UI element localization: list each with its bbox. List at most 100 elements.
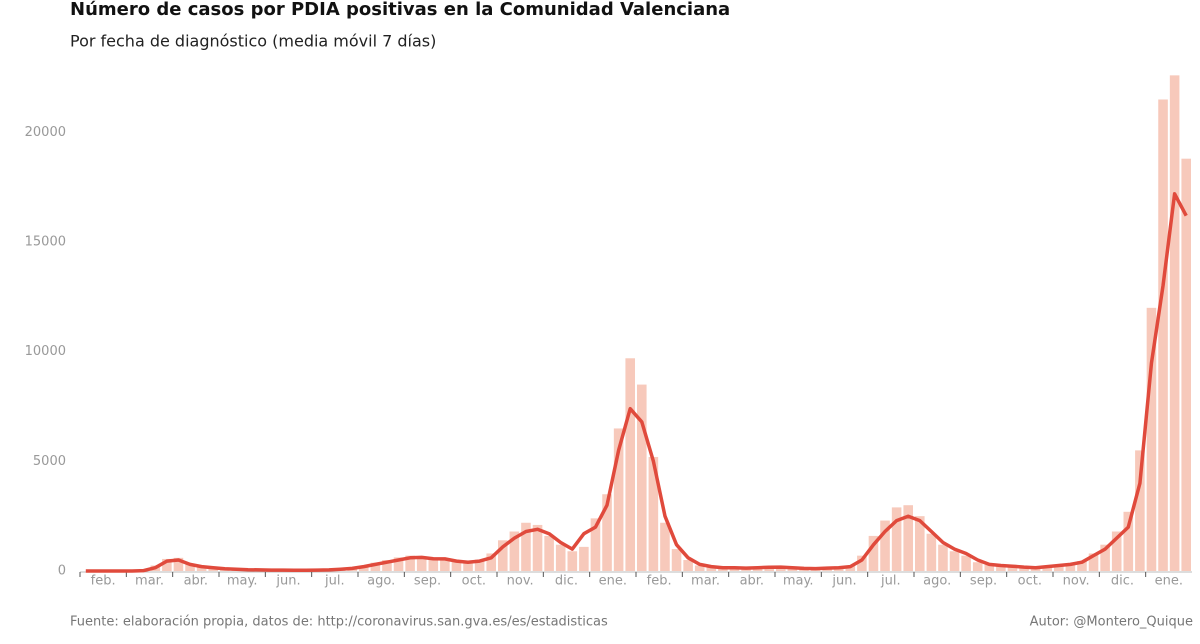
bar bbox=[660, 522, 670, 571]
bar bbox=[1181, 158, 1191, 572]
bar bbox=[509, 531, 520, 571]
bar bbox=[880, 520, 890, 571]
chart-title: Número de casos por PDIA positivas en la… bbox=[70, 0, 730, 20]
x-tick-label: jun. bbox=[275, 574, 300, 589]
y-tick-label: 20000 bbox=[25, 125, 66, 140]
bar bbox=[915, 516, 925, 571]
x-tick-label: oct. bbox=[1018, 574, 1042, 589]
x-tick-label: ago. bbox=[367, 574, 395, 589]
x-tick-label: sep. bbox=[414, 574, 441, 589]
x-tick-label: jul. bbox=[880, 574, 901, 589]
bar bbox=[451, 560, 462, 571]
bar bbox=[625, 358, 635, 571]
x-tick-label: ene. bbox=[599, 574, 627, 589]
bar bbox=[1007, 566, 1018, 571]
bar bbox=[938, 544, 948, 571]
bar bbox=[949, 551, 960, 571]
bar bbox=[474, 559, 485, 571]
bar bbox=[787, 567, 798, 571]
x-tick-label: dic. bbox=[1111, 574, 1134, 589]
x-tick-label: abr. bbox=[740, 574, 765, 589]
bar bbox=[961, 555, 971, 571]
bar bbox=[393, 557, 404, 571]
bar bbox=[1169, 75, 1180, 571]
y-tick-label: 0 bbox=[58, 564, 66, 579]
bar bbox=[416, 556, 427, 571]
bar bbox=[1088, 553, 1099, 571]
bar bbox=[637, 384, 647, 571]
x-tick-label: jun. bbox=[831, 574, 856, 589]
bar bbox=[857, 555, 867, 571]
bar bbox=[891, 507, 902, 571]
bar bbox=[544, 535, 554, 571]
bar bbox=[532, 524, 543, 571]
bar bbox=[1158, 99, 1168, 572]
bar bbox=[1123, 511, 1134, 571]
source: Fuente: elaboración propia, datos de: ht… bbox=[70, 615, 608, 630]
bar bbox=[567, 551, 578, 571]
bar bbox=[428, 558, 439, 571]
bar bbox=[1077, 561, 1087, 571]
x-tick-label: sep. bbox=[970, 574, 997, 589]
x-tick-label: may. bbox=[227, 574, 258, 589]
bar bbox=[1019, 567, 1029, 571]
bar bbox=[729, 567, 740, 571]
x-tick-label: mar. bbox=[691, 574, 720, 589]
bar bbox=[196, 567, 207, 571]
bar bbox=[1042, 566, 1052, 571]
bar bbox=[590, 518, 601, 571]
bar bbox=[405, 555, 415, 571]
x-tick-label: oct. bbox=[462, 574, 486, 589]
bar bbox=[996, 565, 1006, 571]
x-tick-label: feb. bbox=[647, 574, 672, 589]
bar bbox=[173, 557, 184, 571]
moving-average-line bbox=[85, 192, 1188, 573]
y-tick-label: 15000 bbox=[25, 235, 66, 250]
y-tick-label: 10000 bbox=[25, 344, 66, 359]
bar bbox=[776, 566, 786, 571]
bar bbox=[613, 428, 624, 571]
bar bbox=[1111, 531, 1122, 571]
bar bbox=[382, 560, 392, 571]
x-tick-label: jul. bbox=[324, 574, 345, 589]
x-tick-label: nov. bbox=[507, 574, 534, 589]
bar bbox=[486, 553, 496, 571]
bar bbox=[706, 567, 717, 571]
bar bbox=[370, 562, 381, 571]
bar bbox=[602, 494, 612, 571]
chart-subtitle: Por fecha de diagnóstico (media móvil 7 … bbox=[70, 32, 436, 51]
bar bbox=[694, 565, 705, 571]
author: Autor: @Montero_Quique bbox=[1030, 615, 1193, 630]
y-tick-label: 5000 bbox=[33, 454, 66, 469]
bar bbox=[648, 456, 659, 571]
bar bbox=[463, 562, 473, 571]
x-tick-label: ago. bbox=[923, 574, 951, 589]
x-tick-label: may. bbox=[783, 574, 814, 589]
bar bbox=[440, 559, 450, 571]
bar bbox=[718, 568, 728, 571]
bar bbox=[984, 564, 995, 571]
bar bbox=[1030, 567, 1041, 571]
bar bbox=[1065, 563, 1076, 571]
bar bbox=[579, 546, 589, 571]
x-tick-label: mar. bbox=[135, 574, 164, 589]
bar bbox=[498, 540, 508, 571]
x-tick-label: nov. bbox=[1063, 574, 1090, 589]
bar bbox=[521, 522, 531, 571]
bar bbox=[683, 560, 693, 571]
bar bbox=[162, 558, 172, 571]
bar bbox=[671, 549, 682, 571]
bar bbox=[208, 567, 218, 571]
bar bbox=[185, 563, 195, 571]
bar bbox=[1100, 544, 1110, 571]
x-tick-label: abr. bbox=[184, 574, 209, 589]
bar bbox=[1146, 307, 1157, 571]
bar bbox=[1054, 565, 1064, 571]
bar bbox=[903, 505, 913, 571]
bar bbox=[1135, 450, 1145, 571]
bar bbox=[972, 562, 983, 571]
bar bbox=[926, 533, 937, 571]
x-tick-label: ene. bbox=[1155, 574, 1183, 589]
